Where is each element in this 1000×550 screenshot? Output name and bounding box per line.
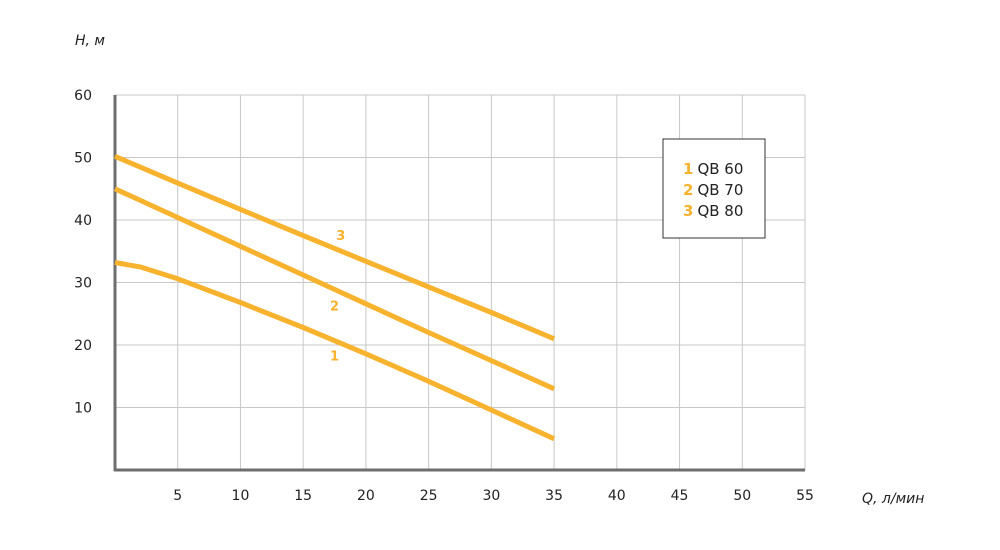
x-tick-label: 15 xyxy=(294,488,312,504)
series-line-2 xyxy=(113,186,556,392)
legend-series-name: QB 70 xyxy=(697,181,743,199)
y-tick-label: 10 xyxy=(74,401,92,417)
performance-curves xyxy=(113,154,556,442)
x-axis-title: Q, л/мин xyxy=(862,491,924,507)
x-tick-label: 40 xyxy=(608,488,626,504)
x-tick-label: 20 xyxy=(357,488,375,504)
curve-label-2: 2 xyxy=(330,300,339,315)
series-line-1 xyxy=(114,260,556,442)
legend-number: 2 xyxy=(683,181,693,199)
x-tick-label: 45 xyxy=(671,488,689,504)
y-tick-label: 30 xyxy=(74,276,92,292)
y-axis-title: H, м xyxy=(75,33,105,49)
y-tick-label: 20 xyxy=(74,338,92,354)
legend-series-name: QB 60 xyxy=(697,160,743,178)
curve-label-1: 1 xyxy=(330,350,339,365)
y-tick-label: 50 xyxy=(74,151,92,167)
curve-labels: 1 2 3 xyxy=(330,229,345,365)
y-tick-label: 40 xyxy=(74,213,92,229)
x-tick-label: 30 xyxy=(482,488,500,504)
y-tick-label: 60 xyxy=(74,88,92,104)
x-tick-label: 50 xyxy=(733,488,751,504)
legend-number: 1 xyxy=(683,160,693,178)
x-tick-label: 10 xyxy=(232,488,250,504)
x-tick-label: 35 xyxy=(545,488,563,504)
x-tick-label: 25 xyxy=(420,488,438,504)
legend-box xyxy=(662,138,766,239)
series-line-3 xyxy=(114,154,556,342)
x-tick-label: 55 xyxy=(796,488,814,504)
legend-entry: 3 QB 80 xyxy=(683,202,743,220)
legend: 1 QB 602 QB 703 QB 80 xyxy=(662,138,766,239)
legend-entry: 1 QB 60 xyxy=(683,160,743,178)
curve-label-3: 3 xyxy=(336,229,345,244)
legend-entry: 2 QB 70 xyxy=(683,181,743,199)
legend-number: 3 xyxy=(683,202,693,220)
x-tick-label: 5 xyxy=(173,488,182,504)
tick-labels: 5 10 15 20 25 30 35 40 45 50 55 10 20 30 40 50 60 xyxy=(74,88,814,504)
legend-series-name: QB 80 xyxy=(697,202,743,220)
